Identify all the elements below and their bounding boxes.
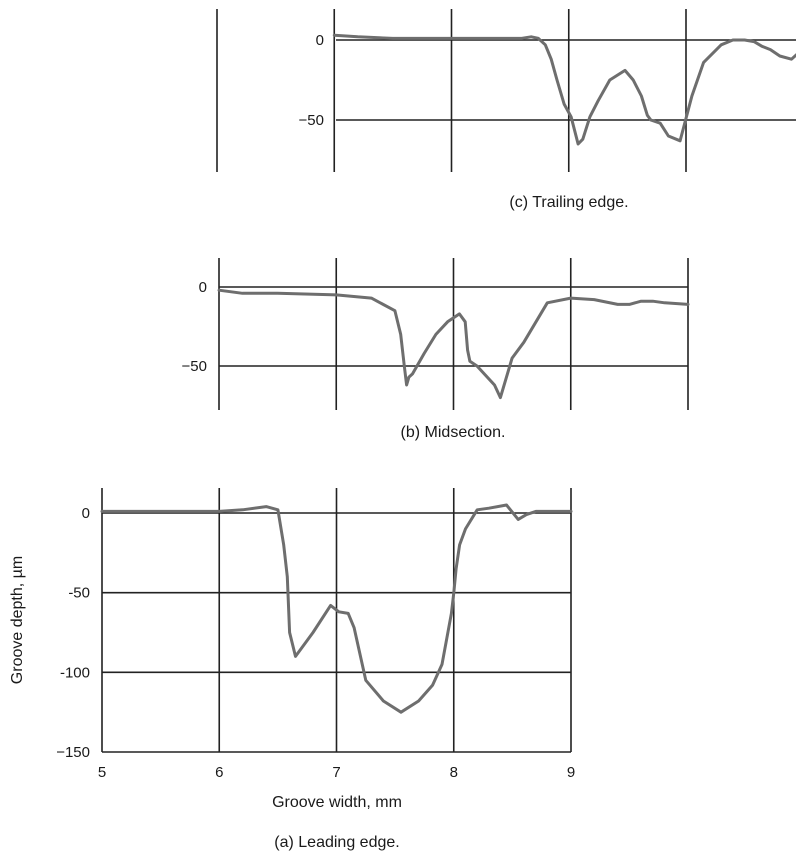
panel-a-ytick-label: -100: [60, 664, 90, 681]
panel-a-xtick-label: 5: [98, 764, 106, 781]
panel-a-y-axis-title: Groove depth, µm: [9, 556, 26, 684]
panel-a-xtick-label: 8: [450, 764, 458, 781]
panel-a-ytick-label: −150: [56, 744, 90, 761]
panel-b-ytick-label: −50: [182, 358, 207, 375]
panel-b-ytick-label: 0: [199, 279, 207, 296]
panel-c-series-line: [332, 33, 796, 146]
panel-a-caption: (a) Leading edge.: [274, 834, 399, 851]
panel-a-ytick-label: 0: [82, 505, 90, 522]
panel-b-caption: (b) Midsection.: [401, 424, 506, 441]
panel-a-xtick-label: 7: [332, 764, 340, 781]
panel-a-x-axis-title: Groove width, mm: [272, 794, 402, 811]
panel-a-xtick-label: 9: [567, 764, 575, 781]
panel-c-ytick-label: 0: [316, 32, 324, 49]
panel-c-caption: (c) Trailing edge.: [509, 194, 628, 211]
panel-c-ytick-label: −50: [299, 112, 324, 129]
panel-b-series-line: [217, 288, 690, 400]
panel-a-series-line: [100, 503, 573, 714]
panel-a-xtick-label: 6: [215, 764, 223, 781]
panel-a-ytick-label: -50: [68, 585, 90, 602]
